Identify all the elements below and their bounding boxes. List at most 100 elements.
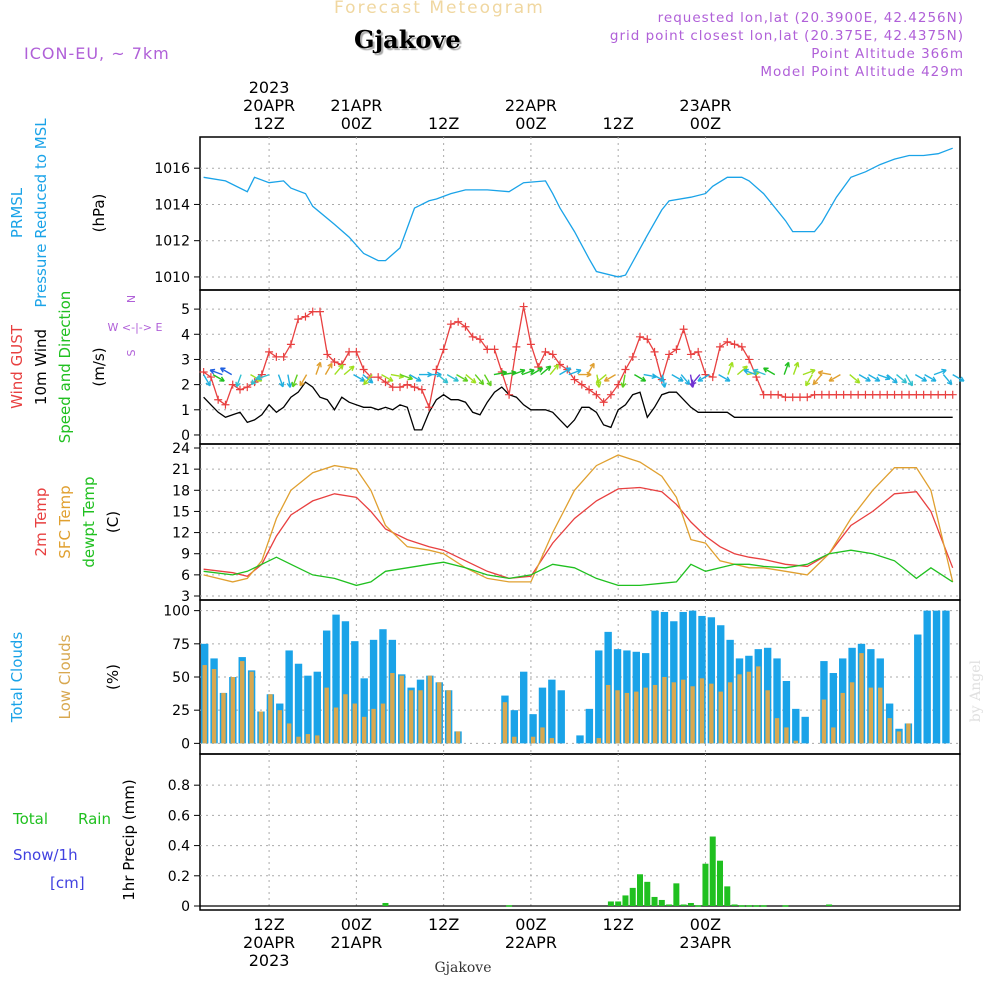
low-cloud-bar [399,675,404,744]
total-cloud-bar [679,611,687,744]
gust-marker [228,380,237,389]
bottom-time-label: 00Z [690,915,721,934]
rain-bar [506,905,513,907]
low-cloud-bar [446,690,451,744]
low-cloud-bar [756,666,761,744]
wind-direction-arrow [578,371,592,378]
ytick-label-clouds: 25 [172,703,190,719]
wind-direction-arrow [586,362,595,375]
low-cloud-bar [765,690,770,744]
ytick-label-clouds: 0 [181,736,190,752]
gust-marker [832,390,841,399]
gust-marker [279,352,288,361]
low-cloud-bar [896,731,902,744]
low-cloud-bar [427,675,433,744]
wind-direction-arrow [634,373,647,382]
rain-bar [644,881,651,906]
wind-direction-arrow [792,361,800,375]
dewpt-label: dewpt Temp [80,476,98,567]
gust-marker [286,340,295,349]
gust-marker [345,347,354,356]
temp-sfc-line [203,454,954,583]
wind-direction-arrow [933,368,947,376]
low-cloud-bar [455,731,461,744]
temp-unit-label: (C) [104,511,122,533]
low-cloud-bar [652,684,658,744]
total-cloud-bar [923,610,931,744]
requested-coords: requested lon,lat (20.3900E, 42.4256N) [657,10,964,26]
gust-marker [592,390,601,399]
total-cloud-bar [379,629,387,744]
ytick-label-wind: 1 [181,403,190,419]
gust-marker [432,365,441,374]
total-clouds-label: Total Clouds [8,632,26,724]
wind-direction-arrow [437,374,449,384]
wind-direction-arrow [671,373,684,382]
low-cloud-bar [737,674,742,744]
wind-direction-arrow [718,373,731,382]
wind-direction-arrow [334,363,344,376]
rain-bar [673,883,680,906]
gust-marker [737,342,746,351]
wind-direction-arrow [219,367,233,376]
low-cloud-bar [221,692,226,744]
location-title: Gjakove [354,25,461,54]
low-cloud-bar [371,708,376,744]
ytick-label-wind: 3 [181,352,190,368]
total-cloud-bar [688,610,697,744]
wind-direction-arrow [802,368,816,376]
low-cloud-bar [624,692,630,744]
low-cloud-bar [286,723,292,744]
low-cloud-bar [906,723,911,744]
gust-marker [374,373,383,382]
gust-marker [803,393,812,402]
gust-marker [323,350,332,359]
total-cloud-bar [773,658,781,744]
rain-bar [637,874,643,906]
total-cloud-bar [548,679,556,744]
ytick-label-temp: 21 [172,462,190,478]
gust-marker [708,373,717,382]
total-cloud-bar [538,687,547,744]
total-cloud-bar [801,716,809,744]
gust-marker [679,325,688,334]
ytick-label-temp: 24 [172,441,190,457]
gust-marker [723,337,732,346]
wind-10m-label: 10m Wind [32,329,50,405]
gust-marker [243,383,252,392]
low-cloud-bar [718,691,723,744]
wind-direction-arrow [914,373,928,382]
wind-direction-arrow [817,370,832,376]
gust-marker [876,390,884,399]
rain-bar [615,901,622,906]
wind-direction-arrow [250,374,261,386]
wind-direction-arrow [324,362,333,375]
ytick-label-clouds: 75 [172,637,190,653]
gust-marker [446,320,455,329]
wind-direction-arrow [381,373,394,382]
low-cloud-bar [662,677,667,744]
total-rain-label: Total [12,810,48,828]
wind-direction-arrow [849,374,861,384]
top-time-label: 2023 [249,78,290,97]
bottom-time-label: 20APR [243,933,295,952]
total-cloud-bar [294,663,303,744]
wind-direction-arrow [727,361,734,375]
rain-bar [629,887,636,906]
wind-direction-arrow [942,374,953,386]
wind-direction-arrow [905,374,914,387]
wind-direction-arrow [680,374,691,386]
wind-direction-arrow [752,368,766,376]
prmsl-label: PRMSL [8,187,26,238]
ytick-label-pressure: 1012 [154,234,190,250]
total-cloud-bar [792,708,800,744]
bottom-time-label: 21APR [330,933,382,952]
compass-south: S [125,349,138,356]
meteogram-title: Forecast Meteogram [334,0,545,18]
gust-marker [694,347,703,356]
wind-direction-arrow [743,368,757,376]
rain-bar [717,860,723,906]
rain-bar [746,905,753,907]
wind-direction-arrow [603,373,616,382]
gust-marker [396,383,404,392]
